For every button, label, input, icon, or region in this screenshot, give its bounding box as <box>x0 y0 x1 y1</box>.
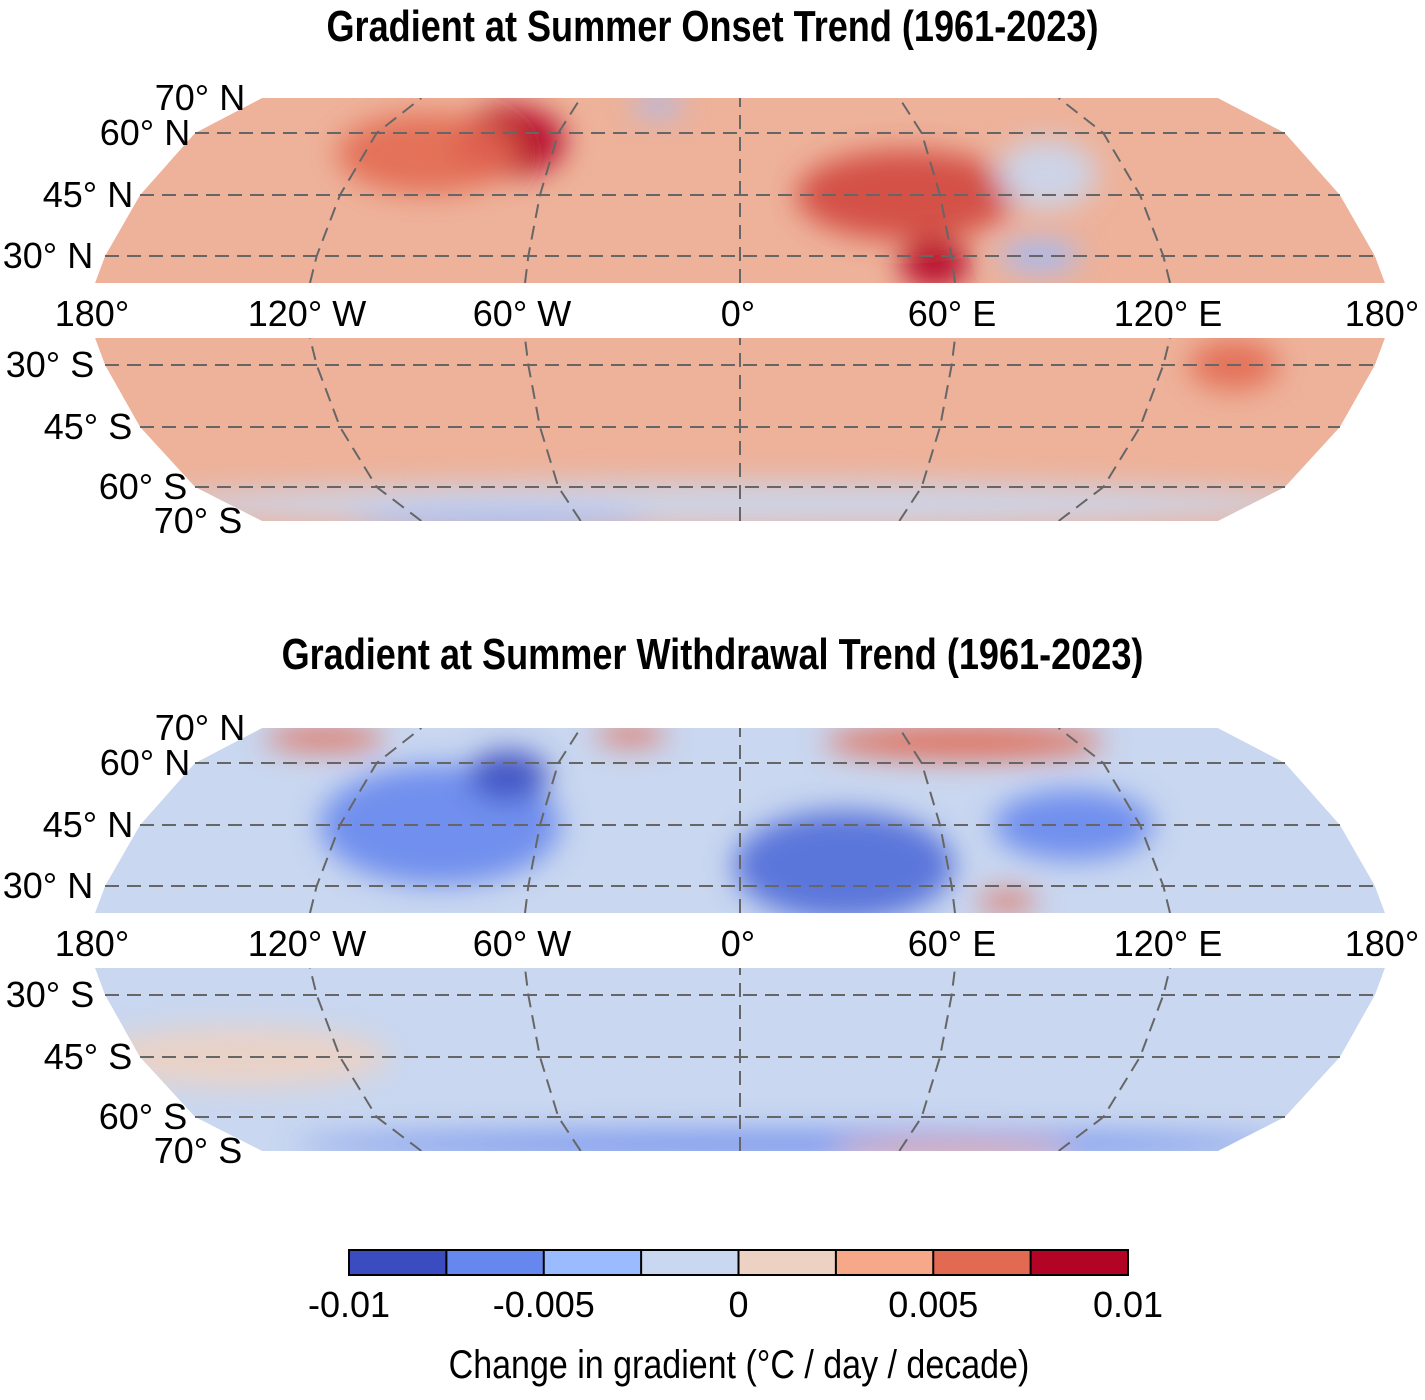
lon-label: 120° E <box>1114 293 1222 334</box>
meridian-line <box>1058 728 1171 913</box>
colorbar-bin <box>835 1250 934 1275</box>
trend-patch <box>633 98 684 115</box>
lon-label: 60° W <box>473 923 571 964</box>
lat-label: 70° N <box>155 77 245 118</box>
meridian-line <box>898 98 956 283</box>
trend-patch <box>996 139 1097 210</box>
colorbar-tick-label: 0.005 <box>888 1284 978 1325</box>
meridian-line <box>1058 968 1171 1151</box>
lat-label: 45° N <box>43 804 133 845</box>
lat-label: 60° N <box>100 742 190 783</box>
meridian-line <box>524 98 582 283</box>
lon-label: 120° W <box>248 923 366 964</box>
meridian-line <box>1058 338 1171 521</box>
trend-patch <box>733 810 954 913</box>
trend-patch <box>468 750 549 801</box>
lat-label: 30° S <box>6 974 94 1015</box>
lon-label: 120° W <box>248 293 366 334</box>
meridian-line <box>309 968 422 1151</box>
colorbar-tick-label: -0.005 <box>493 1284 595 1325</box>
colorbar-bin <box>446 1250 545 1275</box>
panel-title-withdrawal: Gradient at Summer Withdrawal Trend (196… <box>281 630 1144 679</box>
lat-label: 70° S <box>154 1130 242 1171</box>
lon-label: 60° E <box>908 293 996 334</box>
colorbar-tick-label: 0 <box>728 1284 748 1325</box>
northern-hemisphere <box>95 728 1385 913</box>
lat-label: 60° S <box>99 466 187 507</box>
meridian-line <box>524 728 582 913</box>
lat-label: 45° N <box>43 174 133 215</box>
trend-patch <box>595 728 666 745</box>
trend-patch <box>264 728 385 751</box>
lat-label: 30° S <box>6 344 94 385</box>
trend-patch <box>899 238 970 283</box>
lat-label: 70° S <box>154 500 242 541</box>
lat-label: 30° N <box>3 235 93 276</box>
panel-title-onset: Gradient at Summer Onset Trend (1961-202… <box>326 2 1099 51</box>
meridian-line <box>524 338 582 521</box>
northern-hemisphere <box>95 98 1385 283</box>
colorbar-bin <box>738 1250 837 1275</box>
lat-label: 30° N <box>3 865 93 906</box>
meridian-line <box>309 98 422 283</box>
lat-label: 70° N <box>155 707 245 748</box>
meridian-line <box>309 728 422 913</box>
southern-hemisphere <box>95 338 1385 521</box>
map-panel-onset: 70° N60° N 45° N 30° N 30° S 45° S 60° S70° S… <box>3 77 1419 541</box>
trend-patch <box>824 728 1105 760</box>
colorbar-frame <box>348 1249 1129 1276</box>
colorbar-bin <box>349 1250 447 1275</box>
trend-patch <box>351 511 651 521</box>
lon-label: 120° E <box>1114 923 1222 964</box>
colorbar-tick-label: -0.01 <box>308 1284 390 1325</box>
lat-label: 60° N <box>100 112 190 153</box>
meridian-line <box>898 968 956 1151</box>
lat-label: 60° S <box>99 1096 187 1137</box>
lon-label: 0° <box>721 923 755 964</box>
lon-label: 60° W <box>473 293 571 334</box>
colorbar-bin <box>543 1250 642 1275</box>
lat-label: 45° S <box>44 406 132 447</box>
colorbar-tick-label: 0.01 <box>1093 1284 1163 1325</box>
meridian-line <box>524 968 582 1151</box>
meridian-line <box>1058 98 1171 283</box>
lon-label: 180° <box>1345 923 1419 964</box>
lon-label: 180° <box>55 923 129 964</box>
meridian-line <box>309 338 422 521</box>
colorbar-label: Change in gradient (°C / day / decade) <box>448 1343 1030 1387</box>
colorbar: -0.01 -0.005 0 0.005 0.01 <box>308 1249 1163 1325</box>
lon-label: 60° E <box>908 923 996 964</box>
meridian-line <box>898 338 956 521</box>
lat-label: 45° S <box>44 1036 132 1077</box>
colorbar-bin <box>641 1250 739 1275</box>
colorbar-bin <box>933 1250 1032 1275</box>
map-panel-withdrawal: 70° N60° N 45° N 30° N 30° S 45° S 60° S70° S… <box>3 707 1419 1171</box>
trend-patch <box>294 1132 1295 1151</box>
colorbar-bin <box>1030 1250 1129 1275</box>
trend-patch <box>796 150 1017 240</box>
southern-hemisphere <box>95 968 1385 1151</box>
lon-label: 180° <box>1345 293 1419 334</box>
lon-label: 0° <box>721 293 755 334</box>
trend-patch <box>976 891 1037 912</box>
meridian-line <box>898 728 956 913</box>
lon-label: 180° <box>55 293 129 334</box>
trend-patch <box>832 1143 1073 1151</box>
